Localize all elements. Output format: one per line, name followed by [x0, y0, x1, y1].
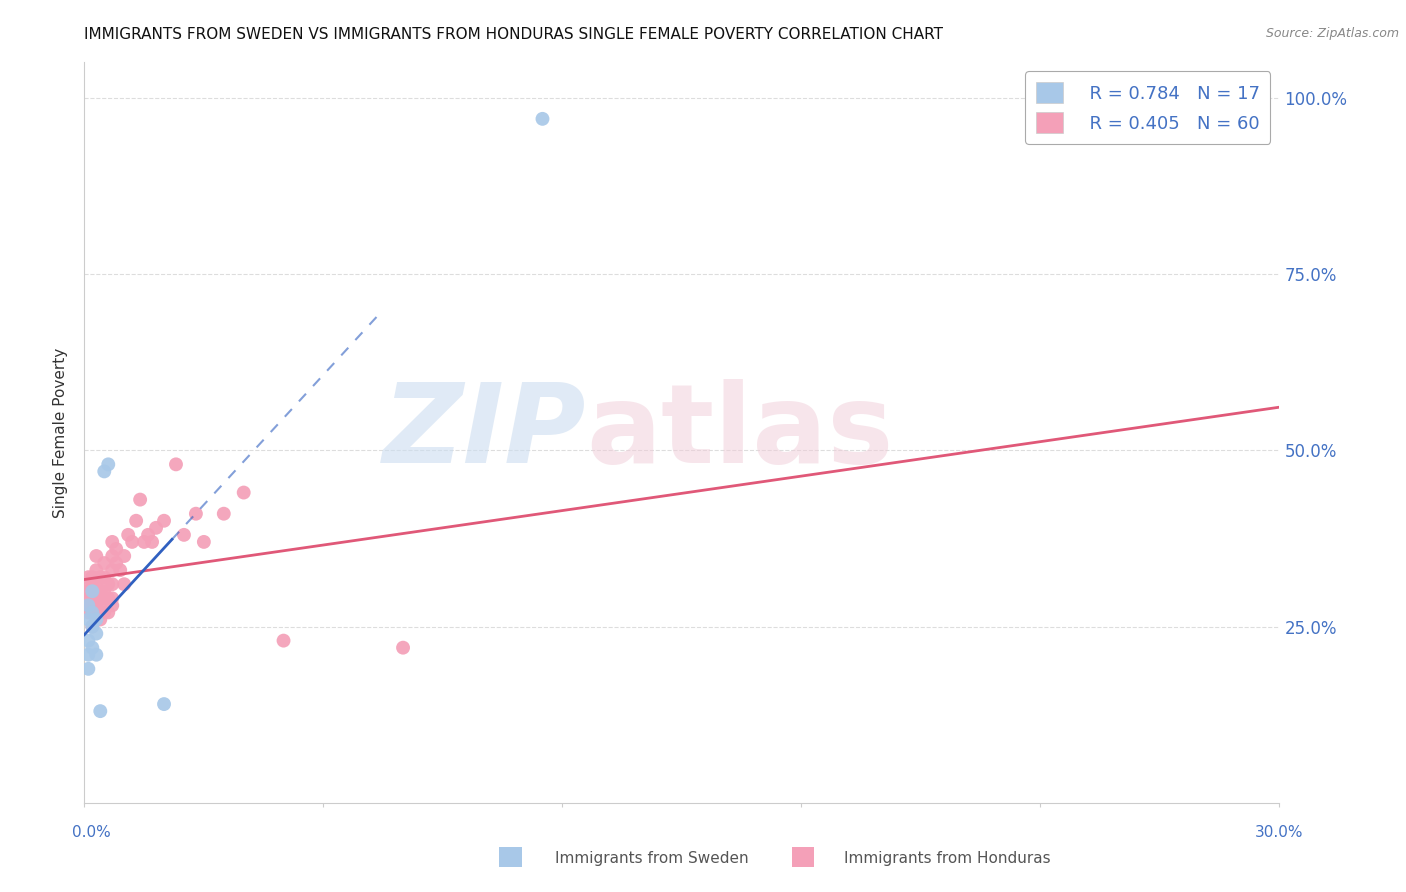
Point [86, 599, 108, 613]
Point [110, 563, 132, 577]
Y-axis label: Single Female Poverty: Single Female Poverty [53, 348, 69, 517]
Text: 30.0%: 30.0% [1256, 825, 1303, 840]
Point [105, 541, 128, 556]
Point [101, 549, 124, 563]
Point [232, 485, 254, 500]
Point [97, 458, 120, 472]
Point [93, 464, 115, 478]
Point [129, 492, 152, 507]
Point [82, 584, 104, 599]
Point [212, 507, 235, 521]
Point [173, 528, 195, 542]
Point [93, 591, 115, 606]
Point [86, 577, 108, 591]
Point [86, 612, 108, 626]
Point [93, 570, 115, 584]
Text: 0.0%: 0.0% [72, 825, 111, 840]
Point [77, 606, 100, 620]
Point [101, 563, 124, 577]
Point [86, 563, 108, 577]
Point [89, 584, 111, 599]
Point [125, 514, 148, 528]
Point [89, 704, 111, 718]
Point [77, 612, 100, 626]
Point [101, 599, 124, 613]
Point [86, 606, 108, 620]
Text: atlas: atlas [586, 379, 894, 486]
Point [77, 648, 100, 662]
Point [86, 591, 108, 606]
Text: ZIP: ZIP [382, 379, 586, 486]
Point [77, 591, 100, 606]
Point [153, 514, 176, 528]
Point [112, 577, 135, 591]
Point [136, 528, 159, 542]
Point [145, 521, 167, 535]
Point [77, 599, 100, 613]
Point [141, 535, 163, 549]
Point [86, 549, 108, 563]
Point [82, 599, 104, 613]
Point [112, 549, 135, 563]
Point [82, 606, 104, 620]
Point [89, 599, 111, 613]
Point [77, 584, 100, 599]
Point [82, 640, 104, 655]
Point [193, 535, 215, 549]
Point [82, 570, 104, 584]
Point [77, 599, 100, 613]
Point [89, 570, 111, 584]
Point [82, 584, 104, 599]
Point [77, 633, 100, 648]
Text: IMMIGRANTS FROM SWEDEN VS IMMIGRANTS FROM HONDURAS SINGLE FEMALE POVERTY CORRELA: IMMIGRANTS FROM SWEDEN VS IMMIGRANTS FRO… [84, 27, 943, 42]
Text: Source: ZipAtlas.com: Source: ZipAtlas.com [1265, 27, 1399, 40]
Point [86, 584, 108, 599]
Point [531, 112, 554, 126]
Point [97, 591, 120, 606]
Point [101, 577, 124, 591]
Point [82, 591, 104, 606]
Point [82, 577, 104, 591]
Point [82, 606, 104, 620]
Text: Immigrants from Sweden: Immigrants from Sweden [555, 851, 749, 865]
Point [273, 633, 295, 648]
Point [93, 606, 115, 620]
Point [184, 507, 207, 521]
Point [86, 626, 108, 640]
Point [77, 662, 100, 676]
Point [82, 619, 104, 633]
Point [121, 535, 143, 549]
Point [105, 556, 128, 570]
Point [77, 570, 100, 584]
Point [153, 697, 176, 711]
Point [392, 640, 415, 655]
Point [93, 556, 115, 570]
Point [97, 577, 120, 591]
Point [101, 535, 124, 549]
Point [165, 458, 187, 472]
Legend:   R = 0.784   N = 17,   R = 0.405   N = 60: R = 0.784 N = 17, R = 0.405 N = 60 [1025, 71, 1271, 144]
Point [77, 577, 100, 591]
Point [89, 612, 111, 626]
Point [101, 591, 124, 606]
Point [97, 606, 120, 620]
Point [117, 528, 139, 542]
Text: Immigrants from Honduras: Immigrants from Honduras [844, 851, 1050, 865]
Point [82, 619, 104, 633]
Point [86, 648, 108, 662]
Point [93, 584, 115, 599]
Point [132, 535, 156, 549]
